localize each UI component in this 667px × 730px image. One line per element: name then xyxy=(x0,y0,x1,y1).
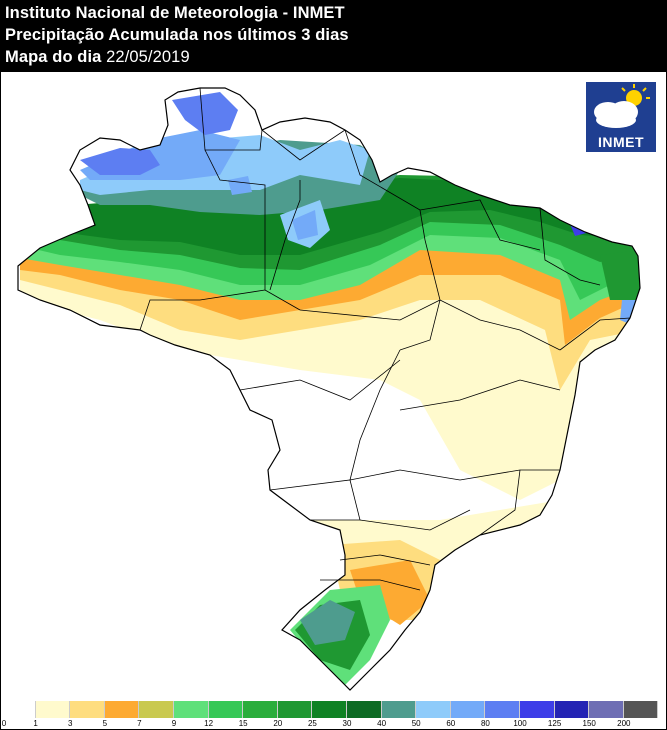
legend-swatch xyxy=(485,701,520,718)
legend-tick-label: 50 xyxy=(411,719,421,728)
legend-swatch xyxy=(312,701,347,718)
legend-tick-label: 25 xyxy=(307,719,317,728)
legend-swatch xyxy=(277,701,313,718)
legend-swatch xyxy=(381,701,417,718)
legend-swatch xyxy=(1,701,36,718)
legend-tick-label: 60 xyxy=(446,719,456,728)
legend-swatch xyxy=(243,701,278,718)
state-borders xyxy=(39,87,631,591)
legend-swatch xyxy=(104,701,140,718)
legend-tick-label: 5 xyxy=(102,719,108,728)
legend-tick-label: 12 xyxy=(204,719,214,728)
legend-swatch xyxy=(450,701,486,718)
legend-swatch xyxy=(35,701,71,718)
date-value: 22/05/2019 xyxy=(106,48,190,66)
legend-tick-label: 20 xyxy=(273,719,283,728)
map-date-line: Mapa do dia 22/05/2019 xyxy=(5,47,190,67)
institute-title: Instituto Nacional de Meteorologia - INM… xyxy=(5,4,345,22)
legend-swatch xyxy=(416,701,451,718)
legend-tick-label: 40 xyxy=(377,719,387,728)
legend-tick-label: 0 xyxy=(1,719,7,728)
date-label: Mapa do dia xyxy=(5,48,107,66)
legend-tick-label: 1 xyxy=(33,719,38,728)
cloud-sun-icon xyxy=(594,84,650,128)
precipitation-shading xyxy=(20,92,640,690)
header: Instituto Nacional de Meteorologia - INM… xyxy=(0,0,667,72)
legend-tick-label: 100 xyxy=(513,719,527,728)
legend-swatch xyxy=(554,701,590,718)
brazil-precipitation-map xyxy=(17,87,641,691)
legend-swatch xyxy=(589,701,624,718)
legend-tick-label: 150 xyxy=(582,719,596,728)
legend-tick-label: 7 xyxy=(137,719,142,728)
legend-tick-label: 125 xyxy=(547,719,562,728)
legend-swatch xyxy=(139,701,174,718)
legend-swatch xyxy=(623,701,659,718)
color-legend: 0 1 3 5 7 9 12 15 20 25 30 40 50 60 80 100 125 150 200 xyxy=(0,701,667,730)
legend-swatch xyxy=(70,701,105,718)
legend-swatch xyxy=(173,701,209,718)
map-title: Precipitação Acumulada nos últimos 3 dia… xyxy=(5,26,349,44)
legend-tick-label: 200 xyxy=(617,719,631,728)
inmet-logo: INMET xyxy=(586,82,656,152)
legend-swatch xyxy=(519,701,555,718)
logo-text: INMET xyxy=(597,134,645,150)
legend-tick-label: 30 xyxy=(342,719,352,728)
legend-tick-label: 3 xyxy=(67,719,73,728)
legend-tick-label: 80 xyxy=(480,719,490,728)
legend-tick-label: 15 xyxy=(238,719,248,728)
legend-tick-label: 9 xyxy=(171,719,177,728)
legend-swatch xyxy=(208,701,244,718)
legend-swatches xyxy=(1,701,659,718)
legend-swatch xyxy=(346,701,382,718)
